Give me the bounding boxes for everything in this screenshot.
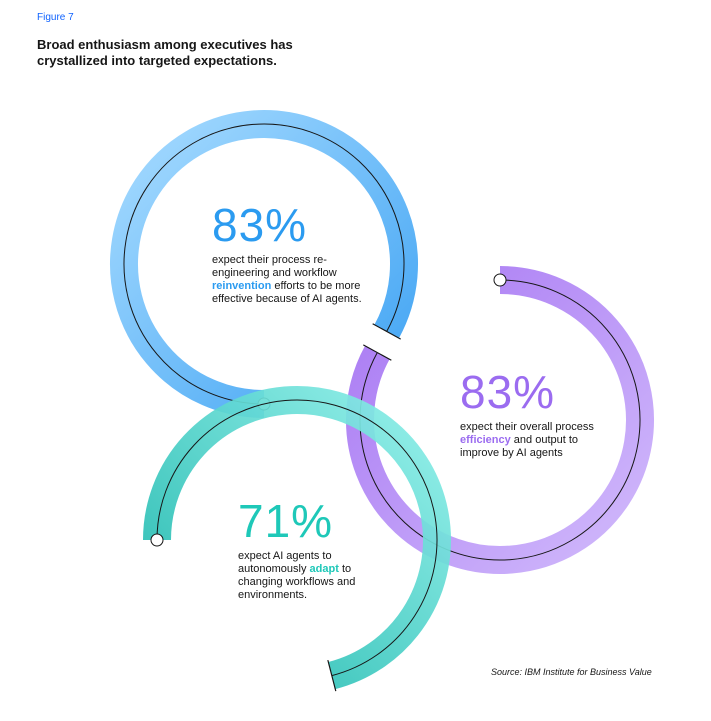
stat-adapt: 71% expect AI agents to autonomously ada… (238, 496, 378, 602)
keyword-efficiency: efficiency (460, 434, 511, 446)
source-note: Source: IBM Institute for Business Value (491, 667, 652, 677)
stat-description-adapt: expect AI agents to autonomously adapt t… (238, 550, 378, 602)
stat-efficiency: 83% expect their overall process efficie… (460, 367, 600, 460)
desc-text: expect AI agents to autonomously (238, 550, 332, 575)
ring-adapt-start-marker (150, 533, 164, 547)
stat-description-reinvention: expect their process re-engineering and … (212, 254, 372, 306)
desc-text: to changing workflows and environments. (238, 563, 356, 601)
ring-efficiency-start-marker (493, 273, 507, 287)
ring-reinvention-line (123, 123, 405, 405)
desc-text: efforts to be more effective because of … (212, 280, 362, 305)
ring-adapt-line (156, 399, 438, 677)
figure-label: Figure 7 (37, 12, 74, 23)
desc-text: expect their process re-engineering and … (212, 254, 337, 279)
figure-title: Broad enthusiasm among executives has cr… (37, 37, 293, 68)
stat-value-reinvention: 83% (212, 199, 308, 251)
ring-efficiency-end-tick (363, 344, 392, 361)
desc-text: expect their overall process (460, 421, 594, 433)
stat-value-efficiency: 83% (460, 366, 556, 418)
stat-reinvention: 83% expect their process re-engineering … (212, 200, 372, 306)
ring-efficiency-line (359, 279, 641, 561)
stat-description-efficiency: expect their overall process efficiency … (460, 421, 600, 460)
desc-text: and output to improve by AI agents (460, 434, 579, 459)
keyword-reinvention: reinvention (212, 280, 272, 292)
ring-reinvention-end-tick (372, 323, 401, 340)
ring-adapt-end-tick (327, 659, 337, 692)
stat-value-adapt: 71% (238, 495, 334, 547)
keyword-adapt: adapt (309, 563, 339, 575)
